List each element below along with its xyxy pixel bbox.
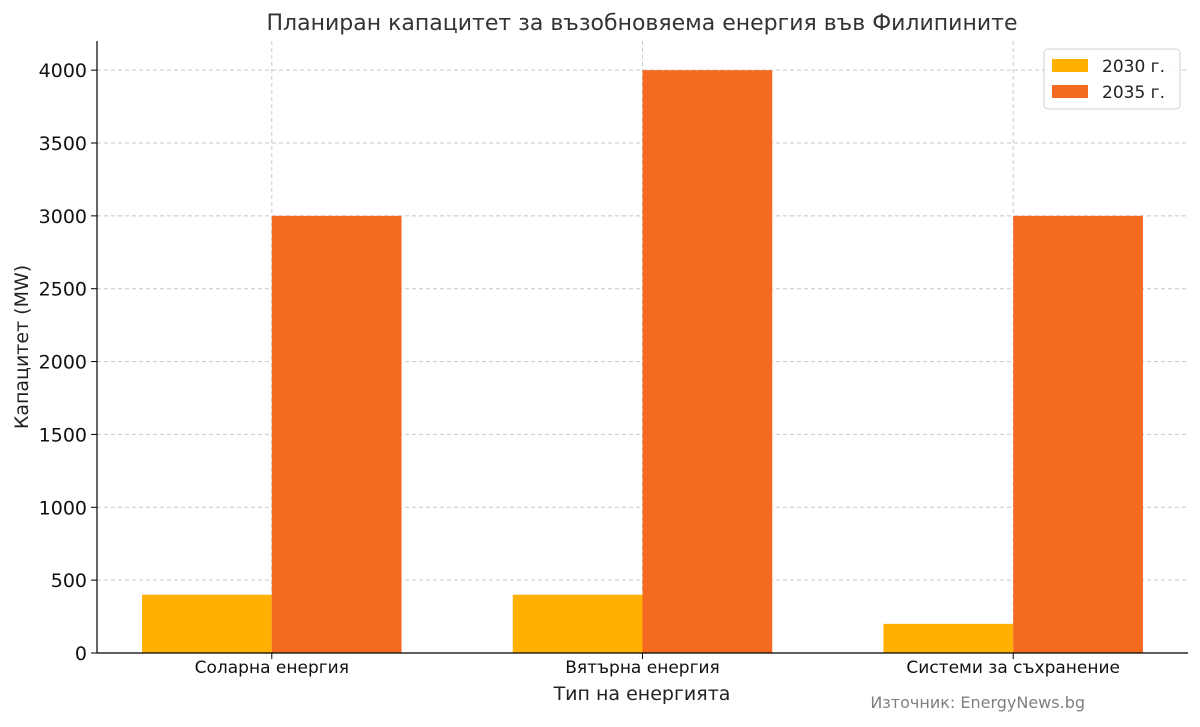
y-tick-label: 2000: [39, 352, 87, 374]
bar-series-2: [271, 215, 402, 653]
legend-swatch: [1052, 59, 1088, 72]
x-tick-label: Соларна енергия: [195, 658, 349, 678]
y-tick-label: 1000: [39, 497, 87, 519]
y-tick-label: 3500: [39, 133, 87, 155]
y-tick-label: 4000: [39, 60, 87, 82]
y-tick-label: 2500: [39, 279, 87, 301]
legend-swatch: [1052, 85, 1088, 98]
source-note: Източник: EnergyNews.bg: [870, 693, 1085, 712]
bar-series-2: [1013, 215, 1143, 653]
bar-series-1: [883, 623, 1014, 653]
chart-title: Планиран капацитет за възобновяема енерг…: [267, 11, 1018, 36]
x-axis-label: Тип на енергията: [553, 683, 731, 705]
legend-entry: 2035 г.: [1102, 83, 1165, 103]
x-tick-label: Вятърна енергия: [565, 658, 720, 678]
y-axis-label: Капацитет (MW): [11, 265, 33, 429]
bars-layer: [142, 70, 1143, 653]
bar-series-2: [642, 70, 773, 653]
x-tick-label: Системи за съхранение: [906, 658, 1120, 678]
y-tick-label: 500: [51, 570, 87, 592]
legend: 2030 г. 2035 г.: [1043, 48, 1181, 110]
y-tick-label: 1500: [39, 424, 87, 446]
axes-layer: 0 500 1000 1500 2000 2500 3000 3500 4000 Соларна …: [39, 41, 1188, 678]
bar-series-1: [142, 594, 272, 653]
y-tick-label: 3000: [39, 206, 87, 228]
bar-series-1: [512, 594, 643, 653]
legend-entry: 2030 г.: [1102, 57, 1165, 77]
y-tick-label: 0: [75, 643, 87, 665]
